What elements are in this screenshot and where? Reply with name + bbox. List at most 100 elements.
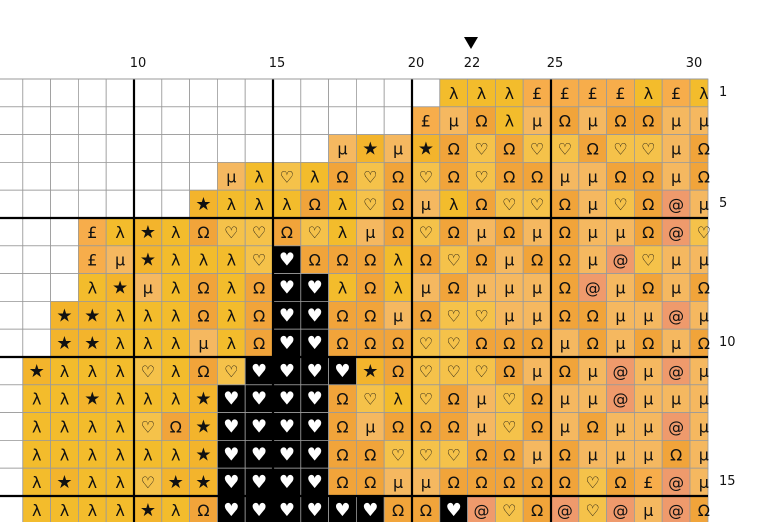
stitch-cell <box>105 467 135 497</box>
stitch-symbol-omega: Ω <box>587 334 599 353</box>
stitch-symbol-heart-outline: ♡ <box>447 251 461 270</box>
stitch-symbol-omega: Ω <box>364 334 376 353</box>
stitch-symbol-heart: ♥ <box>279 389 295 410</box>
stitch-symbol-mu: μ <box>421 279 431 298</box>
stitch-symbol-omega: Ω <box>587 140 599 159</box>
stitch-symbol-mu: μ <box>699 251 709 270</box>
stitch-cell <box>161 439 191 469</box>
stitch-cell <box>244 495 274 522</box>
stitch-cell <box>22 245 51 275</box>
stitch-symbol-heart: ♥ <box>251 417 267 438</box>
stitch-symbol-mu: μ <box>143 279 153 298</box>
stitch-symbol-omega: Ω <box>336 418 348 437</box>
stitch-symbol-heart: ♥ <box>251 389 267 410</box>
stitch-cell <box>355 78 385 108</box>
stitch-symbol-at: @ <box>613 501 629 520</box>
stitch-symbol-star: ★ <box>112 278 128 299</box>
stitch-cell <box>189 412 218 441</box>
stitch-cell <box>661 134 691 163</box>
stitch-symbol-lambda: λ <box>115 473 124 492</box>
stitch-symbol-mu: μ <box>560 334 570 353</box>
stitch-cell <box>522 134 552 163</box>
stitch-symbol-omega: Ω <box>475 445 487 464</box>
stitch-symbol-heart-outline: ♡ <box>363 167 377 186</box>
stitch-symbol-mu: μ <box>476 390 486 409</box>
stitch-symbol-heart-outline: ♡ <box>502 501 516 520</box>
stitch-cell <box>634 328 663 358</box>
stitch-cell <box>439 384 468 413</box>
stitch-symbol-heart: ♥ <box>279 250 295 271</box>
stitch-symbol-mu: μ <box>476 418 486 437</box>
stitch-symbol-omega: Ω <box>642 279 654 298</box>
stitch-symbol-heart-outline: ♡ <box>558 140 572 159</box>
stitch-symbol-pound: £ <box>560 84 570 103</box>
stitch-cell <box>328 217 357 247</box>
stitch-symbol-lambda: λ <box>115 445 124 464</box>
stitch-cell <box>355 245 385 275</box>
stitch-cell <box>50 161 79 191</box>
stitch-symbol-mu: μ <box>588 167 598 186</box>
stitch-symbol-pound: £ <box>643 473 653 492</box>
stitch-symbol-mu: μ <box>421 195 431 214</box>
stitch-symbol-mu: μ <box>504 279 514 298</box>
stitch-symbol-heart: ♥ <box>251 500 267 521</box>
stitch-cell <box>411 189 441 219</box>
stitch-cell <box>216 189 246 219</box>
stitch-symbol-lambda: λ <box>310 167 319 186</box>
stitch-symbol-lambda: λ <box>254 195 263 214</box>
stitch-cell <box>133 328 163 358</box>
stitch-symbol-mu: μ <box>588 223 598 242</box>
stitch-cell <box>522 384 552 413</box>
stitch-symbol-lambda: λ <box>505 84 514 103</box>
stitch-cell <box>661 328 691 358</box>
stitch-symbol-omega: Ω <box>642 223 654 242</box>
stitch-symbol-omega: Ω <box>364 279 376 298</box>
stitch-symbol-omega: Ω <box>503 334 515 353</box>
stitch-cell <box>133 161 163 191</box>
stitch-symbol-heart-outline: ♡ <box>447 306 461 325</box>
stitch-cell <box>661 439 691 469</box>
stitch-cell <box>300 328 329 358</box>
stitch-symbol-omega: Ω <box>364 251 376 270</box>
stitch-symbol-omega: Ω <box>587 418 599 437</box>
stitch-symbol-at: @ <box>668 501 684 520</box>
stitch-symbol-omega: Ω <box>364 306 376 325</box>
stitch-symbol-mu: μ <box>699 362 709 381</box>
stitch-cell <box>244 328 274 358</box>
stitch-cell <box>439 78 468 108</box>
stitch-cell <box>22 106 51 136</box>
stitch-cell <box>606 134 635 163</box>
stitch-symbol-heart: ♥ <box>279 305 295 326</box>
stitch-cell <box>244 356 274 386</box>
stitch-symbol-mu: μ <box>532 306 542 325</box>
stitch-cell <box>50 189 79 219</box>
stitch-symbol-heart-outline: ♡ <box>141 362 155 381</box>
stitch-symbol-omega: Ω <box>614 167 626 186</box>
stitch-cell <box>216 412 246 441</box>
stitch-symbol-omega: Ω <box>336 445 348 464</box>
stitch-cell <box>189 384 218 413</box>
stitch-cell <box>22 273 51 302</box>
column-label-15: 15 <box>268 56 286 71</box>
stitch-cell <box>189 300 218 330</box>
stitch-cell <box>133 134 163 163</box>
stitch-symbol-omega: Ω <box>559 279 571 298</box>
stitch-cell <box>328 106 357 136</box>
stitch-symbol-heart-outline: ♡ <box>419 390 433 409</box>
stitch-symbol-mu: μ <box>532 445 542 464</box>
stitch-cell <box>105 273 135 302</box>
stitch-symbol-mu: μ <box>115 251 125 270</box>
stitch-symbol-star: ★ <box>140 222 156 243</box>
stitch-symbol-omega: Ω <box>309 251 321 270</box>
stitch-symbol-lambda: λ <box>171 501 180 520</box>
stitch-symbol-lambda: λ <box>88 501 97 520</box>
stitch-symbol-mu: μ <box>671 334 681 353</box>
stitch-symbol-omega: Ω <box>503 445 515 464</box>
stitch-symbol-omega: Ω <box>642 195 654 214</box>
stitch-symbol-omega: Ω <box>559 112 571 131</box>
stitch-cell <box>78 328 107 358</box>
stitch-cell <box>0 189 24 219</box>
stitch-cell <box>439 134 468 163</box>
